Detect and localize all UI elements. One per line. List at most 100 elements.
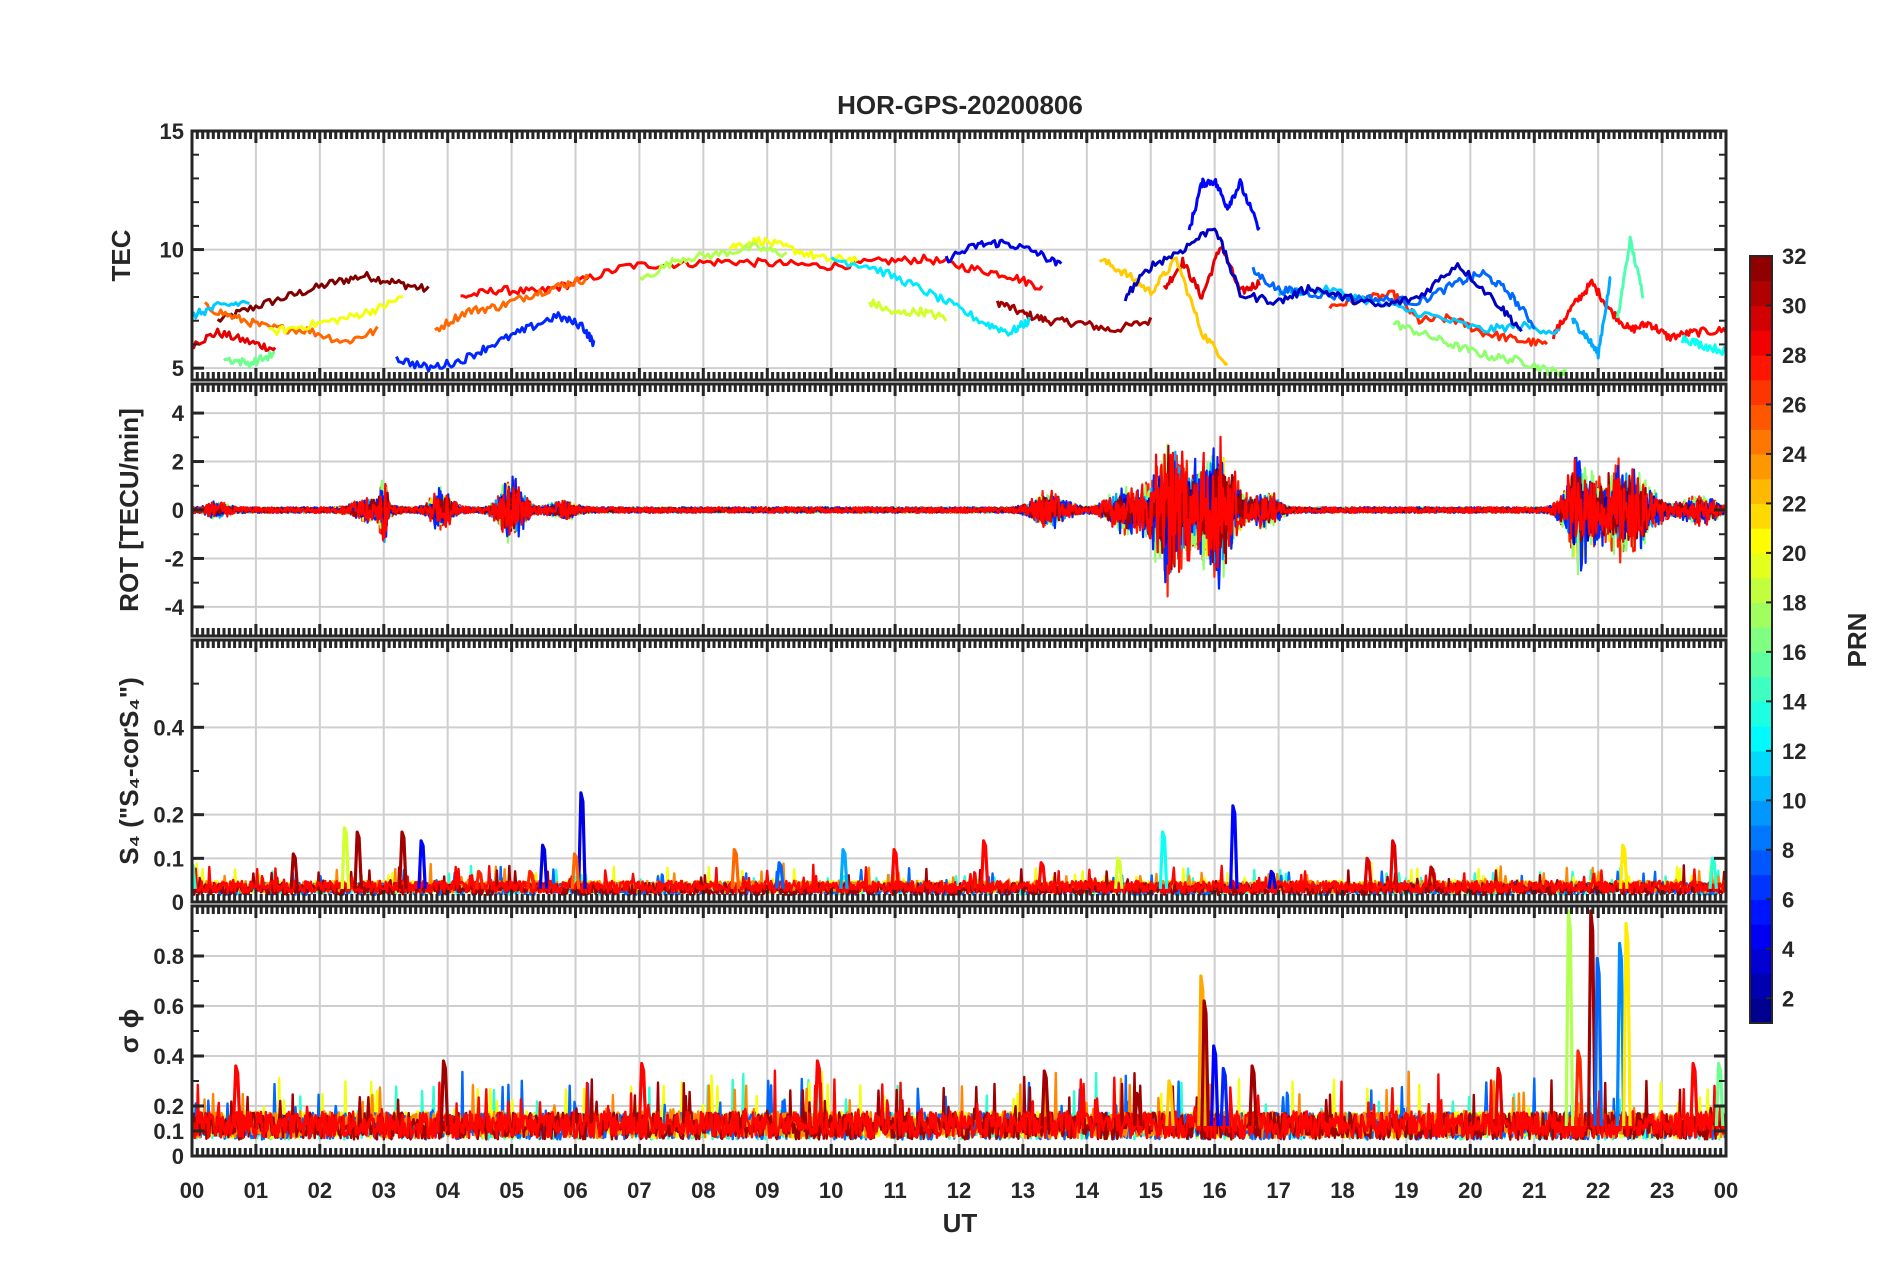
spike-prn-28	[890, 848, 900, 890]
panel-data	[192, 909, 1726, 1141]
x-axis: 00 01 02 03 04 05 06 07 08 09 10 11 12 13 14 15 16 17 18 19…	[180, 1178, 1738, 1203]
x-tick-label: 00	[1714, 1178, 1738, 1203]
colorbar-segment	[1750, 627, 1772, 653]
spike-prn-27	[474, 869, 485, 890]
colorbar-segment	[1750, 726, 1772, 752]
x-tick-label: 02	[308, 1178, 332, 1203]
y-axis-label: S₄ ("S₄-corS₄")	[114, 677, 144, 865]
baseline-trace-prn-28	[192, 863, 1726, 894]
spike-prn-25	[730, 848, 741, 890]
series-line-prn-5	[1187, 177, 1261, 231]
colorbar-segment	[1750, 404, 1772, 430]
x-tick-label: 19	[1394, 1178, 1418, 1203]
spike-prn-31	[353, 830, 363, 889]
y-tick-label: 15	[160, 119, 184, 144]
colorbar-tick-label: 2	[1782, 986, 1794, 1011]
colorbar-segment	[1750, 998, 1772, 1024]
series-line-prn-18	[638, 242, 788, 281]
spike-prn-31	[1248, 1064, 1258, 1127]
colorbar-segment	[1750, 478, 1772, 505]
spike-prn-31	[1133, 1091, 1143, 1127]
spike-prn-28	[1689, 1061, 1699, 1127]
series-line-prn-12	[830, 256, 1031, 337]
colorbar-segment	[1750, 528, 1772, 554]
x-tick-label: 03	[372, 1178, 396, 1203]
series-line-prn-22	[1098, 256, 1229, 366]
colorbar-tick-label: 24	[1782, 442, 1807, 467]
spike-prn-31	[398, 830, 408, 889]
colorbar-tick-label: 26	[1782, 392, 1806, 417]
x-tick-label: 23	[1650, 1178, 1674, 1203]
y-tick-label: 0.2	[153, 1094, 184, 1119]
series-line-prn-11	[192, 299, 250, 320]
series-line-prn-10	[1571, 275, 1612, 360]
x-tick-marks	[190, 906, 1728, 1156]
panel-4: 0.8 0.6 0.4 0.20.10 σ ϕ	[114, 904, 1728, 1169]
colorbar-segment	[1750, 330, 1772, 356]
y-axis-label: σ ϕ	[114, 1009, 144, 1054]
x-tick-label: 22	[1586, 1178, 1610, 1203]
colorbar-tick-label: 22	[1782, 491, 1806, 516]
y-axis-label: ROT [TECU/min]	[114, 408, 144, 612]
colorbar-tick-label: 28	[1782, 343, 1806, 368]
series-line-prn-16	[223, 350, 276, 369]
y-tick-label: 0	[172, 890, 184, 915]
colorbar-segment	[1750, 453, 1772, 480]
colorbar-segment	[1750, 280, 1772, 307]
y-tick-label: -2	[164, 546, 184, 571]
panel-data	[192, 435, 1726, 598]
y-tick-label: 5	[172, 356, 184, 381]
series-line-prn-32	[216, 271, 430, 323]
spike-prn-27	[1574, 1049, 1584, 1127]
colorbar-segment	[1750, 750, 1772, 777]
colorbar-tick-label: 16	[1782, 640, 1806, 665]
x-tick-label: 17	[1266, 1178, 1290, 1203]
spike-prn-19	[340, 826, 351, 889]
series-line-prn-25	[434, 273, 590, 333]
colorbar-segment	[1750, 429, 1772, 455]
colorbar-segment	[1750, 800, 1772, 826]
panel-grid	[192, 640, 1726, 902]
colorbar-label: PRN	[1842, 613, 1872, 668]
y-tick-label: 10	[160, 238, 184, 263]
spike-prn-8	[1593, 956, 1603, 1127]
spike-prn-22	[1165, 1079, 1175, 1127]
colorbar-segment	[1750, 602, 1772, 628]
x-tick-marks	[190, 384, 1728, 636]
series-line-prn-28	[460, 253, 1044, 299]
spike-prn-5	[417, 839, 427, 889]
x-tick-label: 15	[1139, 1178, 1163, 1203]
x-tick-label: 07	[627, 1178, 651, 1203]
spike-prn-4	[577, 791, 587, 889]
spike-prn-4	[538, 843, 549, 889]
colorbar-segment	[1750, 874, 1772, 900]
spike-prn-6	[1219, 1066, 1229, 1127]
y-tick-label: 4	[172, 401, 185, 426]
x-tick-label: 05	[499, 1178, 523, 1203]
colorbar-segment	[1750, 924, 1772, 950]
colorbar-tick-label: 10	[1782, 788, 1806, 813]
spike-prn-13	[1158, 830, 1169, 889]
series-line-prn-29	[192, 327, 277, 352]
spike-prn-18	[1564, 909, 1575, 1127]
series-line-prn-15	[1615, 235, 1645, 319]
colorbar-tick-label: 4	[1782, 937, 1795, 962]
colorbar-segment	[1750, 973, 1772, 999]
colorbar-tick-label: 6	[1782, 887, 1794, 912]
spike-prn-25	[570, 852, 581, 890]
y-tick-label: 0.4	[153, 715, 184, 740]
x-tick-marks	[190, 131, 1728, 380]
y-tick-label: -4	[164, 595, 184, 620]
spike-prn-16	[1714, 1061, 1725, 1127]
colorbar-segment	[1750, 701, 1772, 727]
x-tick-label: 01	[244, 1178, 268, 1203]
x-tick-label: 08	[691, 1178, 715, 1203]
spike-prn-8	[775, 861, 785, 890]
series-line-prn-19	[868, 298, 948, 322]
x-tick-label: 13	[1011, 1178, 1035, 1203]
colorbar-tick-label: 32	[1782, 244, 1806, 269]
colorbar-segment	[1750, 552, 1772, 579]
series-line-prn-8	[1251, 266, 1536, 330]
colorbar-segment	[1750, 948, 1772, 975]
